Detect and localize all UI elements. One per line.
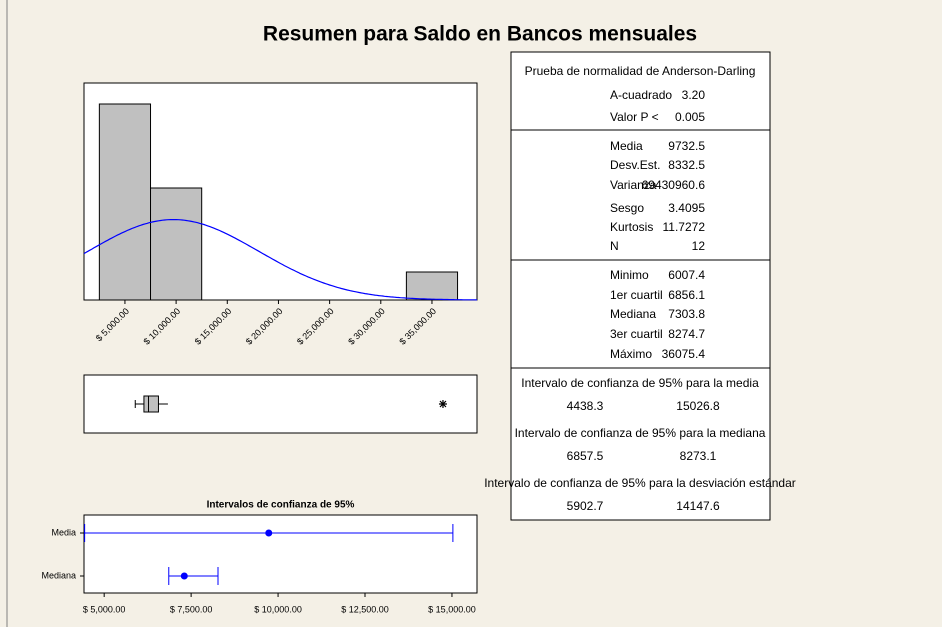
y-tick-label: Media — [51, 527, 76, 537]
x-tick-label: $ 12,500.00 — [341, 604, 389, 614]
stat-value: 8274.7 — [668, 327, 705, 341]
stat-label: 3er cuartil — [610, 327, 663, 341]
stat-value: 6007.4 — [668, 268, 705, 282]
stat-label: Kurtosis — [610, 220, 653, 234]
stat-value: 7303.8 — [668, 307, 705, 321]
stat-value: 36075.4 — [662, 347, 706, 361]
stat-label: Mediana — [610, 307, 656, 321]
interval-header: Intervalo de confianza de 95% para la de… — [484, 476, 796, 490]
stat-label: 1er cuartil — [610, 288, 663, 302]
stat-label: N — [610, 239, 619, 253]
stat-value: 8332.5 — [668, 158, 705, 172]
stat-value: 0.005 — [675, 110, 705, 124]
stat-label: Desv.Est. — [610, 158, 660, 172]
stat-value: 3.4095 — [668, 201, 705, 215]
outlier — [438, 400, 447, 408]
stat-label: Minimo — [610, 268, 649, 282]
interval-value: 14147.6 — [676, 499, 720, 513]
normal-curve — [83, 219, 478, 301]
x-tick-label: $ 10,000.00 — [254, 604, 302, 614]
stat-value: 3.20 — [682, 88, 706, 102]
stat-label: Media — [610, 139, 643, 153]
estimate — [180, 572, 188, 580]
stat-value: 6856.1 — [668, 288, 705, 302]
x-tick-label: $ 15,000.00 — [428, 604, 476, 614]
bar — [150, 187, 203, 301]
interval-header: Intervalo de confianza de 95% para la me… — [515, 426, 766, 440]
table-header: Prueba de normalidad de Anderson-Darling — [525, 64, 756, 78]
interval-value: 6857.5 — [567, 449, 604, 463]
stat-label: Valor P < — [610, 110, 659, 124]
interval-value: 15026.8 — [676, 399, 720, 413]
chart-title: Resumen para Saldo en Bancos mensuales — [263, 23, 697, 46]
stat-value: 11.7272 — [663, 220, 706, 234]
stat-value: 9732.5 — [668, 139, 705, 153]
stat-value: 12 — [692, 239, 706, 253]
y-tick-label: Mediana — [41, 570, 76, 580]
stat-label: Máximo — [610, 347, 652, 361]
interval-value: 4438.3 — [567, 399, 604, 413]
interval-panel — [83, 514, 478, 594]
stat-label: A-cuadrado — [610, 88, 672, 102]
x-tick-label: $ 5,000.00 — [83, 604, 126, 614]
stat-value: 69430960.6 — [642, 178, 706, 192]
interval-title: Intervalos de confianza de 95% — [207, 500, 355, 511]
stat-label: Sesgo — [610, 201, 644, 215]
estimate — [265, 529, 273, 537]
bar — [405, 271, 459, 301]
interval-value: 5902.7 — [567, 499, 604, 513]
box — [143, 395, 159, 413]
stat-label: Varianza — [610, 178, 657, 192]
interval-header: Intervalo de confianza de 95% para la me… — [521, 376, 759, 390]
bar — [98, 103, 152, 301]
x-tick-label: $ 7,500.00 — [170, 604, 213, 614]
interval-value: 8273.1 — [680, 449, 717, 463]
